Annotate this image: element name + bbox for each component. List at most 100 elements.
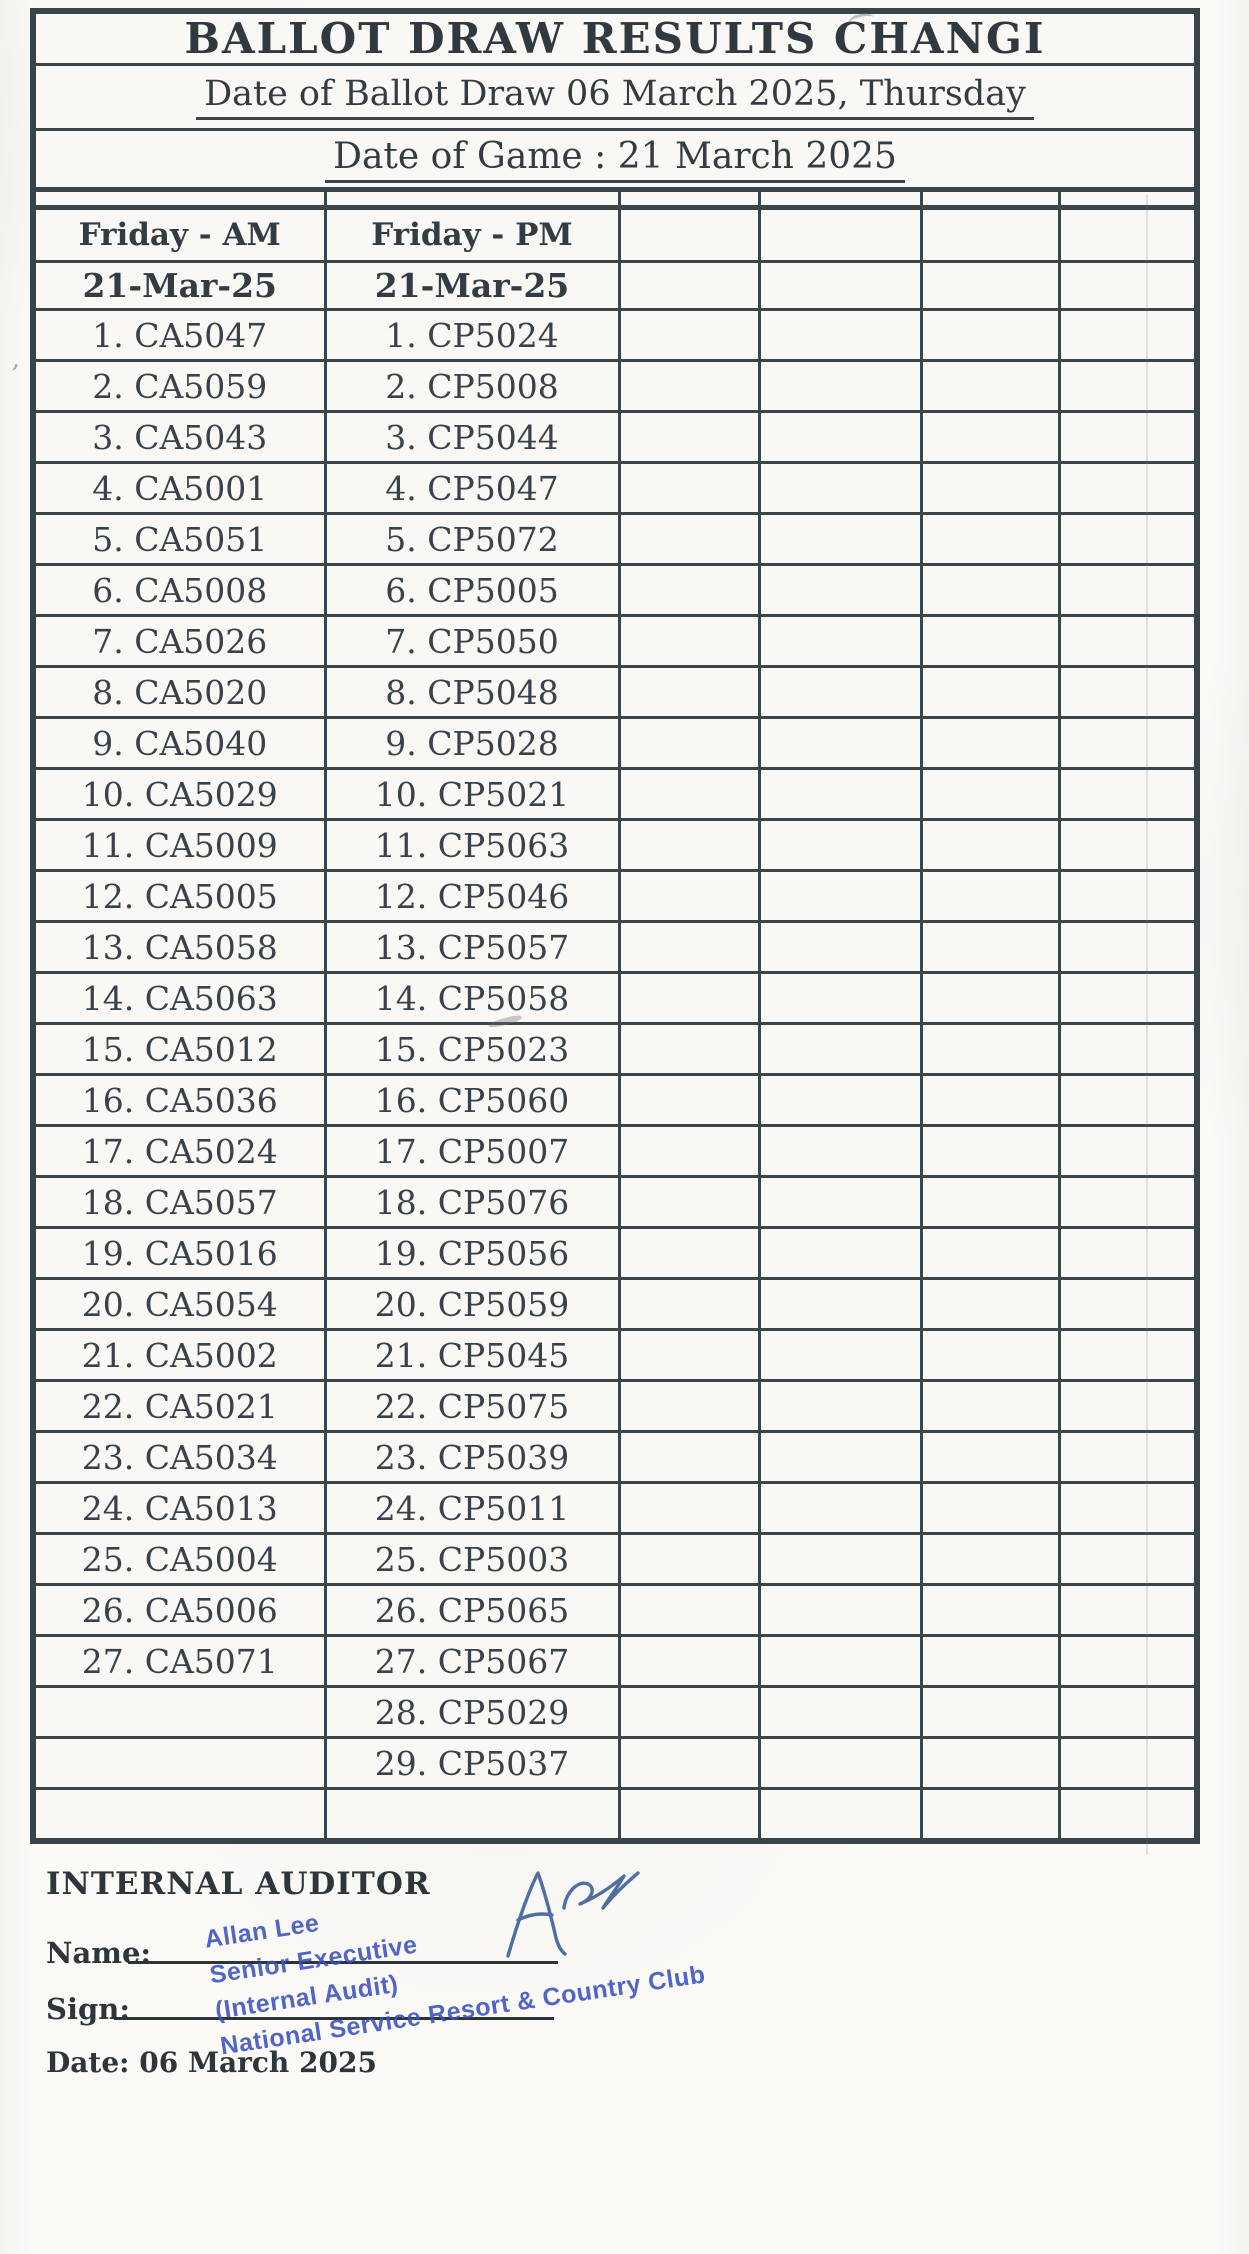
am-entry-cell: 6. CA5008 <box>31 563 327 617</box>
empty-cell <box>919 1430 1061 1484</box>
pm-entry-cell: 2. CP5008 <box>323 359 621 413</box>
table-row: 4. CA5001 4. CP5047 <box>31 461 1199 515</box>
am-entry-cell <box>31 1787 327 1843</box>
empty-cell <box>757 1685 923 1739</box>
pm-entry-cell: 18. CP5076 <box>323 1175 621 1229</box>
empty-cell <box>919 614 1061 668</box>
empty-cell <box>757 359 923 413</box>
empty-cell <box>1057 1175 1199 1229</box>
am-entry-cell: 1. CA5047 <box>31 308 327 362</box>
am-entry-cell: 16. CA5036 <box>31 1073 327 1127</box>
empty-cell <box>1057 1277 1199 1331</box>
pm-entry-cell: 9. CP5028 <box>323 716 621 770</box>
empty-cell <box>919 461 1061 515</box>
pm-entry-cell: 25. CP5003 <box>323 1532 621 1586</box>
empty-cell <box>757 410 923 464</box>
am-entry-cell: 17. CA5024 <box>31 1124 327 1178</box>
spacer-cell <box>1057 187 1199 210</box>
am-entry-cell: 26. CA5006 <box>31 1583 327 1637</box>
column-date-pm: 21-Mar-25 <box>323 260 621 311</box>
empty-cell <box>1057 410 1199 464</box>
empty-cell <box>757 716 923 770</box>
empty-cell <box>1057 665 1199 719</box>
empty-cell <box>919 1022 1061 1076</box>
table-row: 29. CP5037 <box>31 1736 1199 1790</box>
am-entry-cell: 13. CA5058 <box>31 920 327 974</box>
empty-cell <box>919 1787 1061 1843</box>
am-entry-cell: 11. CA5009 <box>31 818 327 872</box>
pm-entry-cell: 5. CP5072 <box>323 512 621 566</box>
spacer-cell <box>919 187 1061 210</box>
empty-cell <box>617 410 761 464</box>
empty-cell <box>1057 1379 1199 1433</box>
am-entry-cell: 14. CA5063 <box>31 971 327 1025</box>
am-entry-cell: 27. CA5071 <box>31 1634 327 1688</box>
empty-cell <box>919 1481 1061 1535</box>
empty-cell <box>757 869 923 923</box>
empty-cell <box>1057 1583 1199 1637</box>
signature-scribble <box>506 1871 640 1958</box>
empty-cell <box>757 665 923 719</box>
empty-cell <box>617 1073 761 1127</box>
empty-cell <box>617 1787 761 1843</box>
empty-cell <box>617 869 761 923</box>
am-entry-cell: 22. CA5021 <box>31 1379 327 1433</box>
table-row: 3. CA5043 3. CP5044 <box>31 410 1199 464</box>
table-row: 22. CA5021 22. CP5075 <box>31 1379 1199 1433</box>
table-row: 19. CA5016 19. CP5056 <box>31 1226 1199 1280</box>
empty-cell <box>919 1277 1061 1331</box>
empty-cell <box>617 1124 761 1178</box>
empty-cell <box>1057 308 1199 362</box>
empty-cell <box>617 359 761 413</box>
pm-entry-cell: 26. CP5065 <box>323 1583 621 1637</box>
empty-cell <box>919 308 1061 362</box>
empty-cell <box>1057 1532 1199 1586</box>
name-label: Name: <box>46 1936 152 1970</box>
empty-cell <box>757 1736 923 1790</box>
empty-cell <box>1057 614 1199 668</box>
empty-cell <box>919 1073 1061 1127</box>
empty-cell <box>757 818 923 872</box>
empty-cell <box>919 512 1061 566</box>
name-underline <box>128 1961 558 1964</box>
empty-cell <box>919 1124 1061 1178</box>
empty-cell <box>757 614 923 668</box>
empty-cell <box>919 1175 1061 1229</box>
empty-cell <box>757 1022 923 1076</box>
pm-entry-cell: 20. CP5059 <box>323 1277 621 1331</box>
table-row: 17. CA5024 17. CP5007 <box>31 1124 1199 1178</box>
empty-cell <box>757 512 923 566</box>
column-header-row: Friday - AM Friday - PM <box>31 206 1199 263</box>
empty-cell <box>617 461 761 515</box>
table-row: 28. CP5029 <box>31 1685 1199 1739</box>
pm-entry-cell: 16. CP5060 <box>323 1073 621 1127</box>
empty-cell <box>757 1124 923 1178</box>
empty-cell <box>617 1328 761 1382</box>
column-date-empty <box>617 260 761 311</box>
empty-cell <box>617 920 761 974</box>
empty-cell <box>617 512 761 566</box>
spacer-cell <box>323 187 621 210</box>
empty-cell <box>757 767 923 821</box>
empty-cell <box>757 1073 923 1127</box>
table-row: 9. CA5040 9. CP5028 <box>31 716 1199 770</box>
pm-entry-cell: 17. CP5007 <box>323 1124 621 1178</box>
empty-cell <box>617 1022 761 1076</box>
empty-cell <box>617 614 761 668</box>
ballot-draw-date-row: Date of Ballot Draw 06 March 2025, Thurs… <box>31 63 1199 131</box>
sign-label: Sign: <box>46 1992 131 2026</box>
spacer-cell <box>757 187 923 210</box>
game-date-text: Date of Game : 21 March 2025 <box>325 136 905 183</box>
pm-entry-cell: 6. CP5005 <box>323 563 621 617</box>
document-title: BALLOT DRAW RESULTS CHANGI <box>31 9 1199 66</box>
internal-auditor-heading: INTERNAL AUDITOR <box>46 1866 431 1902</box>
table-row: 15. CA5012 15. CP5023 <box>31 1022 1199 1076</box>
empty-cell <box>919 1685 1061 1739</box>
pm-entry-cell: 19. CP5056 <box>323 1226 621 1280</box>
column-date-am: 21-Mar-25 <box>31 260 327 311</box>
empty-cell <box>617 1430 761 1484</box>
empty-cell <box>919 1328 1061 1382</box>
column-date-empty <box>919 260 1061 311</box>
pm-entry-cell: 21. CP5045 <box>323 1328 621 1382</box>
am-entry-cell: 15. CA5012 <box>31 1022 327 1076</box>
